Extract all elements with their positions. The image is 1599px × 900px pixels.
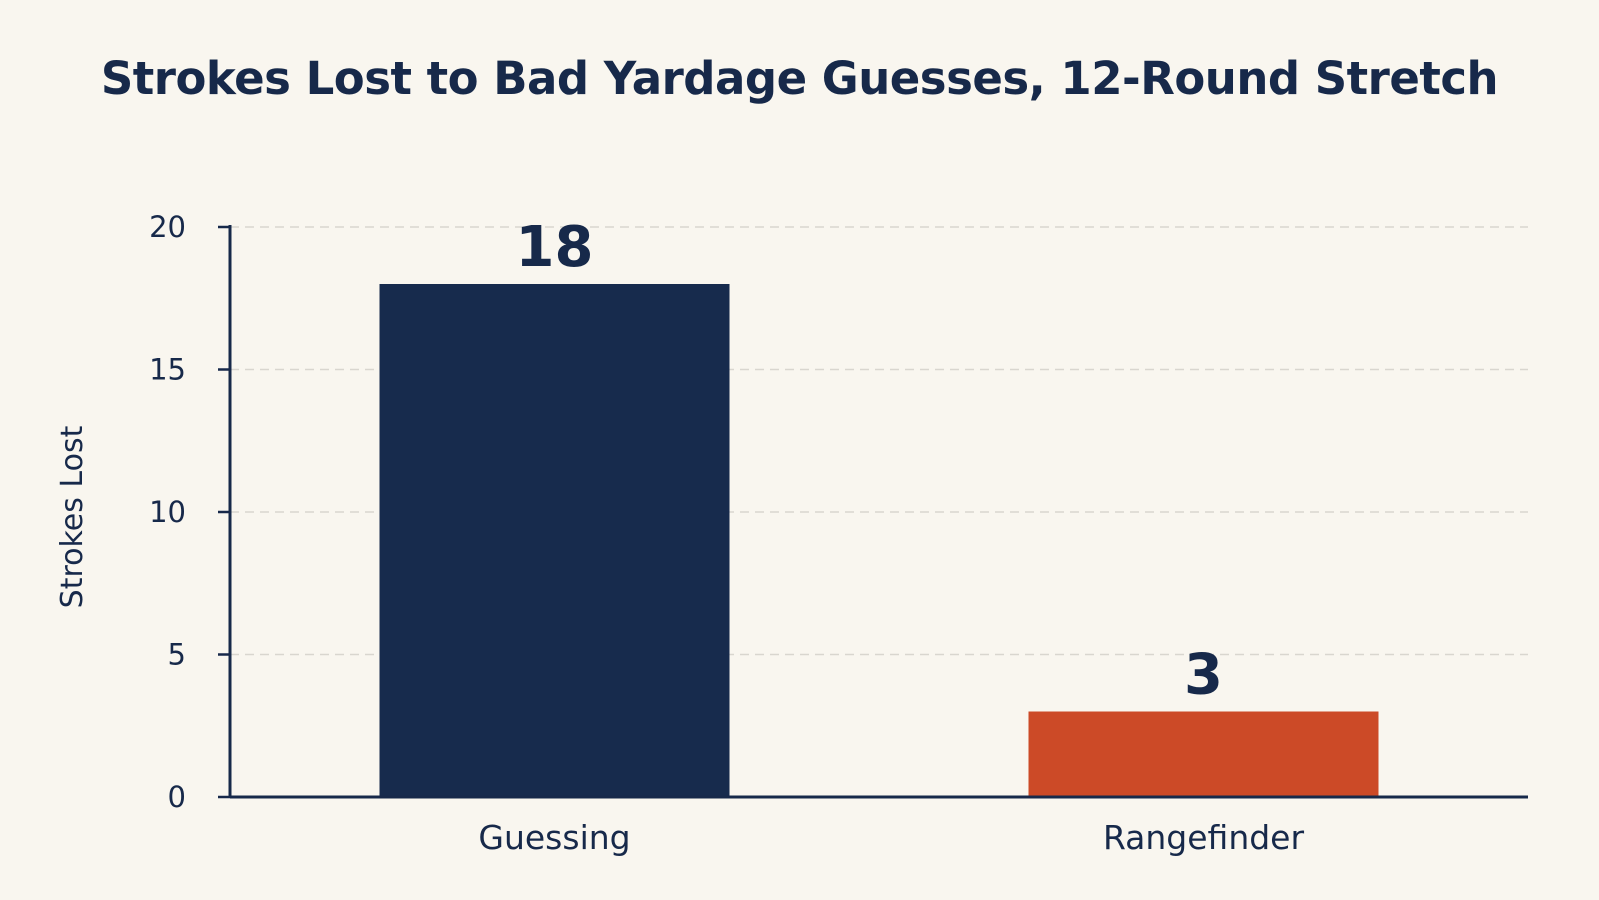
y-tick-label-20: 20 [149,210,186,244]
chart-title: Strokes Lost to Bad Yardage Guesses, 12-… [100,52,1499,105]
y-tick-label-5: 5 [168,638,186,672]
y-tick-label-0: 0 [168,780,186,814]
bar-guessing [379,284,730,797]
y-tick-label-15: 15 [149,353,186,387]
data-label-rangefinder: 3 [1184,643,1223,708]
x-tick-label-rangefinder: Rangefinder [1103,818,1305,857]
data-label-guessing: 18 [516,215,594,280]
y-tick-label-10: 10 [149,495,186,529]
bar-rangefinder [1028,711,1379,797]
y-axis-title: Strokes Lost [55,425,90,608]
x-tick-label-guessing: Guessing [478,818,630,857]
